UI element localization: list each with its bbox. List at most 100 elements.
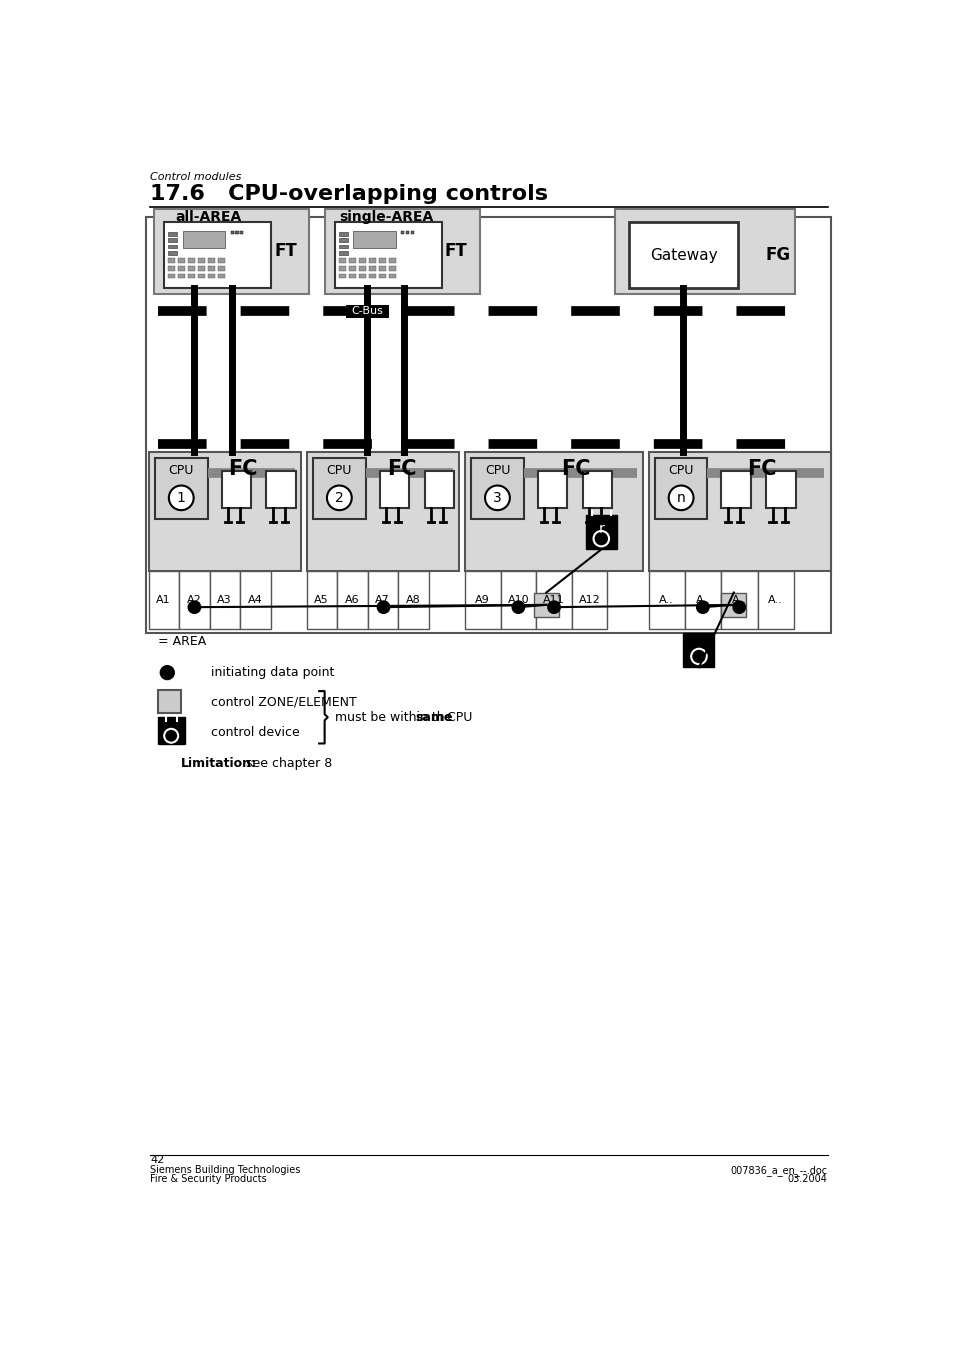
Bar bbox=[537, 471, 567, 508]
Bar bbox=[338, 238, 348, 242]
Bar bbox=[168, 274, 174, 278]
Bar bbox=[368, 571, 397, 628]
Circle shape bbox=[668, 485, 693, 511]
Bar bbox=[198, 258, 205, 263]
Text: 03.2004: 03.2004 bbox=[787, 1174, 827, 1185]
Bar bbox=[307, 451, 459, 571]
Bar bbox=[307, 571, 336, 628]
Bar bbox=[149, 571, 179, 628]
Text: must be within the: must be within the bbox=[335, 711, 456, 724]
Bar bbox=[464, 451, 642, 571]
Text: 1: 1 bbox=[176, 490, 186, 505]
Text: all-AREA: all-AREA bbox=[175, 209, 241, 224]
Bar bbox=[221, 471, 251, 508]
Bar bbox=[178, 266, 185, 270]
Text: A5: A5 bbox=[314, 596, 329, 605]
Bar bbox=[410, 231, 414, 235]
Bar bbox=[158, 717, 185, 744]
Bar bbox=[218, 266, 225, 270]
Text: same: same bbox=[415, 711, 453, 724]
Bar bbox=[369, 266, 375, 270]
Bar bbox=[198, 274, 205, 278]
Text: FC: FC bbox=[746, 458, 776, 478]
Bar bbox=[353, 231, 395, 247]
Bar bbox=[178, 274, 185, 278]
Text: CPU: CPU bbox=[169, 463, 193, 477]
Text: A..: A.. bbox=[731, 596, 746, 605]
Text: initiating data point: initiating data point bbox=[211, 666, 334, 680]
Bar bbox=[648, 571, 684, 628]
Text: 2: 2 bbox=[335, 490, 343, 505]
Text: C-Bus: C-Bus bbox=[351, 307, 383, 316]
Bar bbox=[389, 266, 395, 270]
Bar bbox=[338, 251, 348, 254]
Text: A11: A11 bbox=[542, 596, 564, 605]
Text: control device: control device bbox=[211, 727, 299, 739]
Bar bbox=[338, 232, 348, 236]
Text: Siemens Building Technologies: Siemens Building Technologies bbox=[150, 1165, 300, 1175]
Bar bbox=[198, 266, 205, 270]
Text: A12: A12 bbox=[578, 596, 600, 605]
Bar bbox=[208, 266, 215, 270]
Bar bbox=[615, 209, 794, 293]
Bar bbox=[358, 274, 365, 278]
Bar bbox=[682, 632, 714, 667]
Text: A..: A.. bbox=[767, 596, 782, 605]
Bar bbox=[208, 274, 215, 278]
Bar bbox=[188, 274, 195, 278]
Bar bbox=[720, 471, 750, 508]
Bar bbox=[500, 571, 536, 628]
Text: A..: A.. bbox=[695, 596, 709, 605]
Text: = AREA: = AREA bbox=[158, 635, 206, 648]
Bar bbox=[471, 458, 523, 519]
Text: Control modules: Control modules bbox=[150, 172, 241, 182]
Bar bbox=[765, 471, 795, 508]
Text: see chapter 8: see chapter 8 bbox=[241, 757, 332, 770]
Bar bbox=[654, 458, 707, 519]
Bar bbox=[757, 571, 794, 628]
Bar bbox=[369, 274, 375, 278]
Text: 007836_a_en_--.doc: 007836_a_en_--.doc bbox=[730, 1165, 827, 1175]
Bar bbox=[378, 274, 385, 278]
Text: FC: FC bbox=[560, 458, 590, 478]
Bar bbox=[648, 451, 830, 571]
Bar bbox=[406, 231, 409, 235]
Circle shape bbox=[169, 485, 193, 511]
Bar bbox=[338, 245, 348, 249]
Text: CPU: CPU bbox=[443, 711, 472, 724]
Text: A10: A10 bbox=[507, 596, 529, 605]
Text: Gateway: Gateway bbox=[649, 247, 717, 263]
Bar bbox=[168, 245, 177, 249]
Bar bbox=[389, 258, 395, 263]
Bar bbox=[534, 593, 558, 617]
Bar bbox=[149, 451, 301, 571]
Bar bbox=[240, 231, 243, 235]
Circle shape bbox=[188, 601, 200, 613]
Text: A7: A7 bbox=[375, 596, 390, 605]
Text: 3: 3 bbox=[493, 490, 501, 505]
Text: CPU: CPU bbox=[484, 463, 510, 477]
Bar bbox=[266, 471, 295, 508]
Text: control ZONE/ELEMENT: control ZONE/ELEMENT bbox=[211, 696, 356, 708]
Bar bbox=[629, 222, 737, 288]
Bar bbox=[585, 515, 617, 550]
Bar bbox=[464, 571, 500, 628]
Bar bbox=[154, 458, 208, 519]
Bar bbox=[571, 571, 607, 628]
Bar bbox=[168, 258, 174, 263]
Bar bbox=[348, 258, 355, 263]
Text: A4: A4 bbox=[248, 596, 263, 605]
Text: FT: FT bbox=[274, 242, 297, 261]
Bar bbox=[183, 231, 225, 247]
Bar bbox=[313, 458, 365, 519]
Text: 42: 42 bbox=[150, 1155, 164, 1165]
Text: Fire & Security Products: Fire & Security Products bbox=[150, 1174, 267, 1185]
Bar bbox=[336, 571, 368, 628]
Text: FT: FT bbox=[444, 242, 467, 261]
Bar bbox=[720, 571, 757, 628]
Circle shape bbox=[732, 601, 744, 613]
Bar bbox=[338, 266, 345, 270]
Circle shape bbox=[377, 601, 390, 613]
Circle shape bbox=[327, 485, 352, 511]
Bar bbox=[358, 258, 365, 263]
